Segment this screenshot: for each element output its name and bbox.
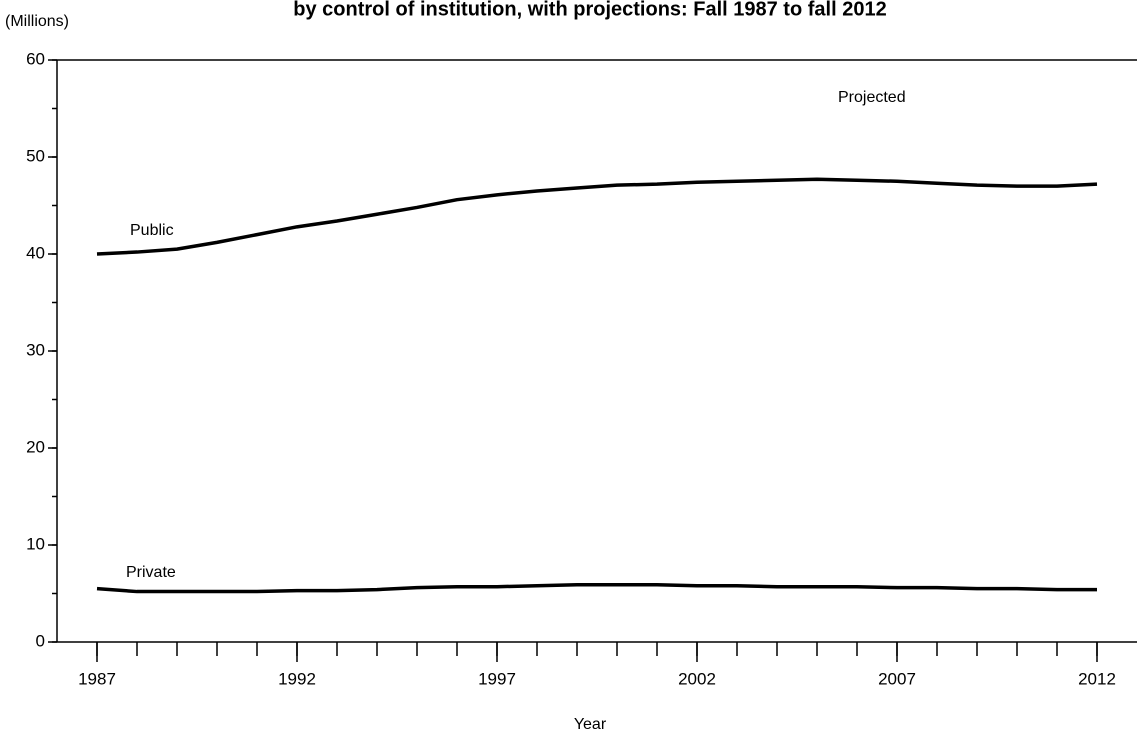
- y-tick-label: 0: [36, 631, 45, 650]
- x-tick-label: 1987: [78, 669, 116, 688]
- annotation: Public: [130, 222, 174, 239]
- annotation: Projected: [838, 89, 906, 106]
- annotation: Private: [126, 564, 176, 581]
- series-line: [96, 177, 1098, 256]
- chart-title: by control of institution, with projecti…: [293, 0, 886, 20]
- y-axis-label: (Millions): [5, 13, 69, 30]
- x-tick-label: 2002: [678, 669, 716, 688]
- y-tick-label: 30: [26, 340, 45, 359]
- x-tick-label: 2012: [1078, 669, 1116, 688]
- x-tick-label: 1997: [478, 669, 516, 688]
- x-tick-label: 1992: [278, 669, 316, 688]
- series-line: [96, 583, 1097, 594]
- y-tick-label: 10: [26, 534, 45, 553]
- x-tick-label: 2007: [878, 669, 916, 688]
- y-tick-label: 50: [26, 146, 45, 165]
- x-axis-label: Year: [574, 716, 607, 733]
- y-tick-label: 60: [26, 49, 45, 68]
- y-tick-label: 20: [26, 437, 45, 456]
- y-tick-label: 40: [26, 243, 45, 262]
